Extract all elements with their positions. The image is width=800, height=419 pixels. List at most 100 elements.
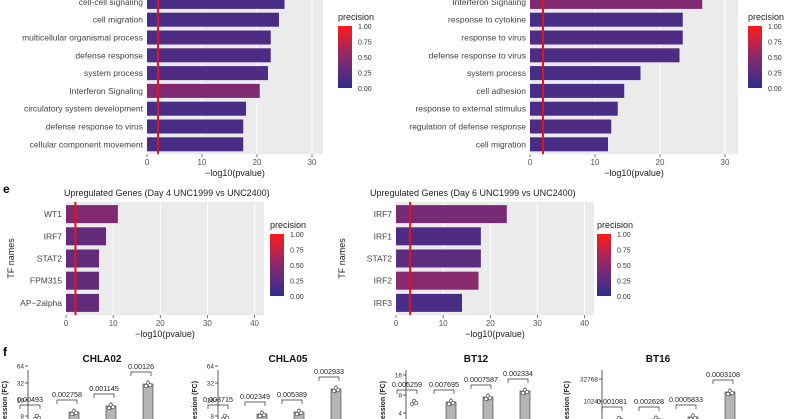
legend-tick-label: 0.75 [358,40,372,47]
bar [66,249,99,268]
bar [147,0,285,9]
bar [396,205,507,224]
x-axis-label: −log10(pvalue) [465,329,525,339]
bar [530,137,608,152]
hbar-chart-e-left: WT1 IRF7 STAT2 FPM315 AP−2alpha 0 10 20 30 40 −log… [6,188,306,339]
x-tick-label: 30 [203,319,212,328]
category-label: Interferon Signaling [69,86,143,96]
category-label: cell-cell signaling [79,0,144,7]
data-point [106,405,112,411]
x-tick-label: 40 [580,319,589,328]
data-point [69,411,75,417]
significance-bracket [281,399,303,404]
panel-label-e: e [3,182,10,196]
x-tick-label: 30 [721,158,730,167]
legend-tick-label: 1.00 [358,24,372,31]
category-label: defense response to virus [46,122,143,132]
y-axis-label: TF names [6,238,16,279]
legend-tick-label: 1.00 [617,232,631,239]
bar [530,48,680,63]
bar [147,83,260,98]
significance-bracket [396,389,418,394]
x-tick-label: 0 [394,319,399,328]
category-label: FPM315 [30,276,62,286]
x-axis-label: −log10(pvalue) [604,168,664,178]
legend-tick-label: 0.00 [617,294,631,301]
significance-bracket [470,384,492,389]
legend-colorbar [338,26,352,88]
charts-root: cell-cell signaling cell migration multice… [2,0,784,419]
bar [147,48,271,63]
category-label: IRF7 [374,209,393,219]
bar [66,271,99,290]
legend-tick-label: 0.00 [290,294,304,301]
category-label: AP−2alpha [20,298,62,308]
p-value-label: 0.001145 [89,384,118,393]
legend-tick-label: 0.50 [617,263,631,270]
bar [530,66,641,81]
x-tick-label: 10 [109,319,118,328]
p-value-label: 0.0005833 [669,395,703,404]
legend-tick-label: 0.25 [358,71,372,78]
category-label: response to virus [461,33,526,43]
legend-title: precision [270,220,306,230]
bar [396,293,462,312]
legend-title: precision [597,220,633,230]
p-value-label: 0.002334 [503,369,533,378]
data-point [261,412,267,418]
x-tick-label: 20 [253,158,262,167]
bar [530,30,683,45]
category-label: circulatory system development [24,104,144,114]
data-point [73,410,79,416]
p-value-label: 0.002933 [314,367,344,376]
p-value-label: 0.0003108 [706,370,740,379]
y-tick-label: 32 [17,381,25,388]
significance-bracket [638,406,660,411]
y-tick-label: 32768 [580,377,598,384]
legend-colorbar [270,234,284,296]
x-tick-label: 20 [156,319,165,328]
bar [66,293,99,312]
y-tick-label: 8 [20,414,24,419]
bar [530,0,703,9]
legend-title: precision [748,12,784,22]
y-tick-label: 1024 [584,399,599,406]
significance-bracket [318,376,340,381]
bar [147,66,268,81]
category-label: system process [467,68,526,78]
category-label: system process [84,68,143,78]
significance-bracket [712,379,734,384]
legend-title: precision [338,12,374,22]
category-label: defense response [75,50,143,60]
y-tick-label: 8 [210,414,214,419]
bar [147,101,246,116]
data-point [524,389,530,395]
chart-title: BT16 [646,354,671,365]
chart-title: Upregulated Genes (Day 6 UNC1999 vs UNC2… [370,188,576,198]
category-label: multicellular organismal process [22,33,143,43]
data-point [725,391,731,397]
significance-bracket [56,399,78,404]
category-label: response to cytokine [448,15,526,25]
data-point [413,400,419,406]
x-tick-label: 30 [308,158,317,167]
category-label: WT1 [44,209,62,219]
category-label: STAT2 [367,254,392,264]
bar [530,12,683,27]
legend-tick-label: 0.75 [768,40,782,47]
y-axis-label: TF names [337,238,347,279]
legend-tick-label: 0.00 [768,86,782,93]
x-tick-label: 0 [528,158,533,167]
data-point [36,415,42,419]
y-axis-label: ession (FC) [192,381,199,419]
bar [330,388,342,419]
legend-tick-label: 0.50 [358,55,372,62]
category-label: cell migration [93,15,143,25]
data-point [331,388,337,394]
bar [396,249,481,268]
y-axis-label: ession (FC) [564,381,571,419]
x-tick-label: 10 [591,158,600,167]
x-axis-label: −log10(pvalue) [135,329,195,339]
data-point [224,415,230,419]
